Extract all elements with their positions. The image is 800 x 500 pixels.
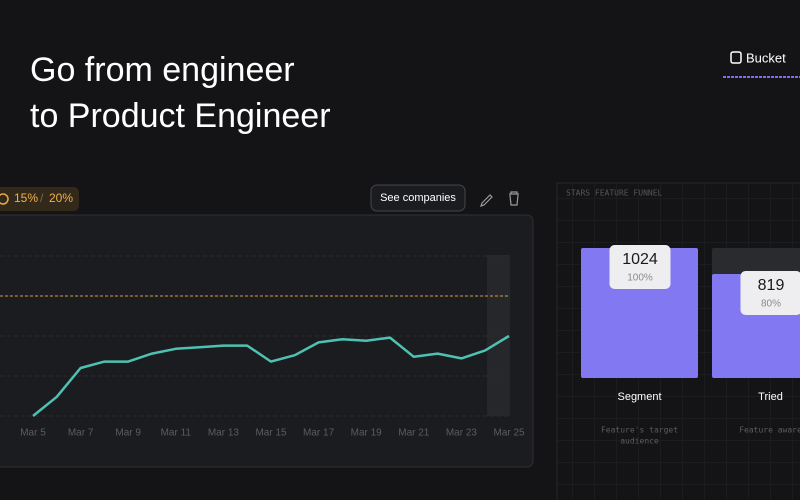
- x-tick-label: Mar 9: [115, 428, 141, 439]
- step-description: Feature aware: [739, 426, 800, 435]
- x-tick-label: Mar 25: [493, 428, 525, 439]
- step-description: Feature's target: [601, 426, 678, 435]
- button-label[interactable]: See companies: [380, 192, 456, 204]
- nav-tab[interactable]: Bucket: [723, 50, 800, 78]
- x-tick-label: Mar 15: [255, 428, 287, 439]
- logo-icon: [730, 51, 742, 64]
- x-tick-label: Mar 17: [303, 428, 335, 439]
- delete-icon[interactable]: [509, 191, 519, 206]
- x-tick-label: Mar 5: [20, 428, 46, 439]
- step-name: Tried: [758, 391, 783, 403]
- x-tick-label: Mar 13: [208, 428, 240, 439]
- target-icon: [0, 193, 9, 205]
- funnel-title: STARS FEATURE FUNNEL: [566, 189, 663, 198]
- headline: to Product Engineer: [30, 97, 331, 135]
- data-line: [32, 334, 510, 417]
- x-tick-label: Mar 11: [161, 428, 192, 439]
- x-tick-label: Mar 21: [398, 428, 430, 439]
- value-box: [609, 245, 671, 289]
- count-label: 1024: [622, 251, 658, 268]
- x-tick-label: Mar 19: [351, 428, 383, 439]
- percent-label: 100%: [627, 273, 653, 284]
- chart-panel: [0, 214, 534, 468]
- step-name: Segment: [617, 391, 661, 403]
- line-chart: Mar 5 Mar 7 Mar 9 Mar 11 Mar 13 Mar 15 Mar 17 M…: [0, 255, 525, 439]
- funnel-chart: 1024 100% Segment Feature's target audience 8…: [581, 245, 800, 446]
- button[interactable]: [370, 184, 466, 212]
- brand[interactable]: Bucket: [746, 50, 786, 65]
- x-tick-label: Mar 7: [68, 428, 94, 439]
- x-tick-label: Mar 23: [446, 428, 478, 439]
- count-label: 819: [758, 277, 785, 294]
- value-box: [740, 271, 800, 316]
- target-value: 15%: [14, 191, 38, 205]
- target-pill: [0, 187, 79, 211]
- headline: Go from engineer: [30, 51, 295, 89]
- target-value: 20%: [49, 191, 73, 205]
- percent-label: 80%: [761, 299, 781, 310]
- edit-icon[interactable]: [480, 194, 493, 207]
- separator: /: [40, 191, 44, 205]
- step-description: audience: [620, 437, 659, 446]
